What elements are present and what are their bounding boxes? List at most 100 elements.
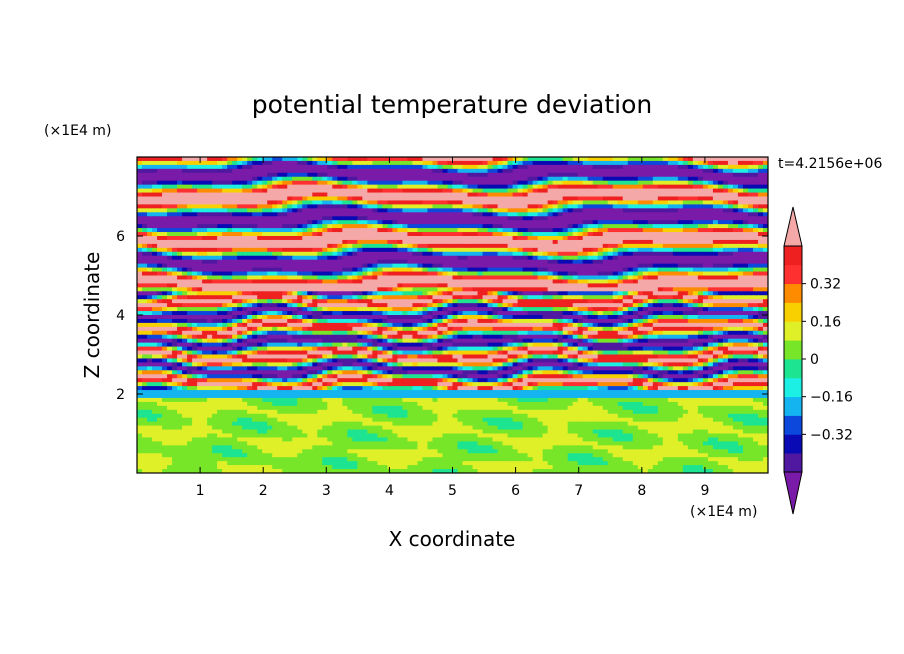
contour-cell (622, 168, 629, 174)
contour-cell (547, 200, 554, 205)
contour-cell (402, 311, 409, 316)
contour-cell (227, 164, 233, 170)
contour-cell (732, 247, 739, 253)
contour-cell (302, 216, 308, 221)
contour-cell (432, 239, 439, 245)
contour-cell (517, 172, 524, 178)
contour-cell (272, 255, 278, 261)
contour-cell (197, 200, 203, 205)
contour-cell (252, 212, 258, 217)
contour-cell (352, 180, 358, 186)
contour-cell (467, 232, 474, 237)
contour-cell (367, 208, 373, 213)
contour-cell (517, 299, 524, 304)
contour-cell (302, 228, 308, 233)
contour-cell (627, 164, 634, 170)
contour-cell (362, 176, 368, 182)
contour-cell (642, 164, 649, 170)
contour-cell (262, 164, 268, 170)
contour-cell (447, 243, 454, 249)
contour-cell (372, 275, 378, 281)
contour-cell (282, 243, 288, 249)
contour-cell (267, 157, 273, 162)
contour-cell (617, 295, 624, 300)
contour-cell (522, 295, 529, 300)
contour-cell (212, 303, 218, 308)
contour-cell (507, 212, 514, 217)
contour-cell (487, 243, 494, 249)
contour-cell (632, 228, 639, 233)
contour-cell (677, 232, 684, 237)
contour-cell (622, 291, 629, 296)
contour-cell (212, 299, 218, 304)
contour-cell (457, 255, 464, 261)
contour-cell (672, 275, 679, 281)
contour-cell (362, 291, 368, 296)
contour-cell (442, 160, 449, 166)
contour-cell (592, 200, 599, 205)
contour-cell (582, 239, 589, 245)
contour-cell (227, 224, 233, 229)
contour-cell (242, 212, 248, 217)
contour-cell (297, 168, 303, 174)
contour-cell (427, 236, 434, 241)
contour-cell (472, 311, 479, 316)
contour-cell (512, 164, 519, 170)
contour-cell (732, 176, 739, 182)
contour-cell (177, 180, 183, 186)
contour-cell (392, 188, 399, 194)
contour-cell (702, 303, 709, 308)
contour-cell (757, 220, 764, 225)
contour-cell (377, 311, 383, 316)
contour-cell (287, 251, 293, 257)
contour-cell (242, 291, 248, 296)
contour-cell (212, 271, 218, 277)
contour-cell (572, 232, 579, 237)
contour-cell (342, 220, 348, 225)
contour-cell (702, 251, 709, 257)
contour-cell (622, 295, 629, 300)
contour-cell (172, 259, 178, 265)
contour-cell (282, 307, 288, 312)
contour-cell (392, 208, 399, 213)
contour-cell (752, 239, 759, 245)
contour-cell (427, 299, 434, 304)
contour-cell (682, 192, 689, 198)
contour-cell (182, 287, 188, 292)
contour-cell (297, 287, 303, 292)
contour-cell (137, 295, 143, 300)
contour-cell (647, 271, 654, 277)
contour-cell (717, 208, 724, 213)
contour-cell (397, 228, 404, 233)
contour-cell (752, 160, 759, 166)
contour-cell (247, 204, 253, 209)
contour-cell (567, 228, 574, 233)
contour-cell (702, 259, 709, 265)
contour-cell (647, 247, 654, 253)
contour-cell (412, 251, 419, 257)
contour-cell (157, 200, 163, 205)
contour-cell (402, 212, 409, 217)
contour-cell (552, 232, 559, 237)
contour-cell (617, 184, 624, 190)
contour-cell (452, 208, 459, 213)
contour-cell (137, 164, 143, 170)
contour-cell (412, 271, 419, 277)
contour-cell (447, 228, 454, 233)
contour-cell (542, 239, 549, 245)
contour-cell (602, 224, 609, 229)
contour-cell (532, 239, 539, 245)
contour-cell (192, 164, 198, 170)
contour-cell (422, 160, 429, 166)
contour-cell (267, 188, 273, 194)
contour-cell (647, 224, 654, 229)
contour-cell (747, 160, 754, 166)
contour-cell (187, 267, 193, 273)
contour-cell (717, 271, 724, 277)
contour-cell (752, 295, 759, 300)
contour-cell (382, 239, 388, 245)
contour-cell (277, 164, 283, 170)
contour-cell (657, 172, 664, 178)
contour-cell (292, 236, 298, 241)
contour-cell (487, 157, 494, 162)
